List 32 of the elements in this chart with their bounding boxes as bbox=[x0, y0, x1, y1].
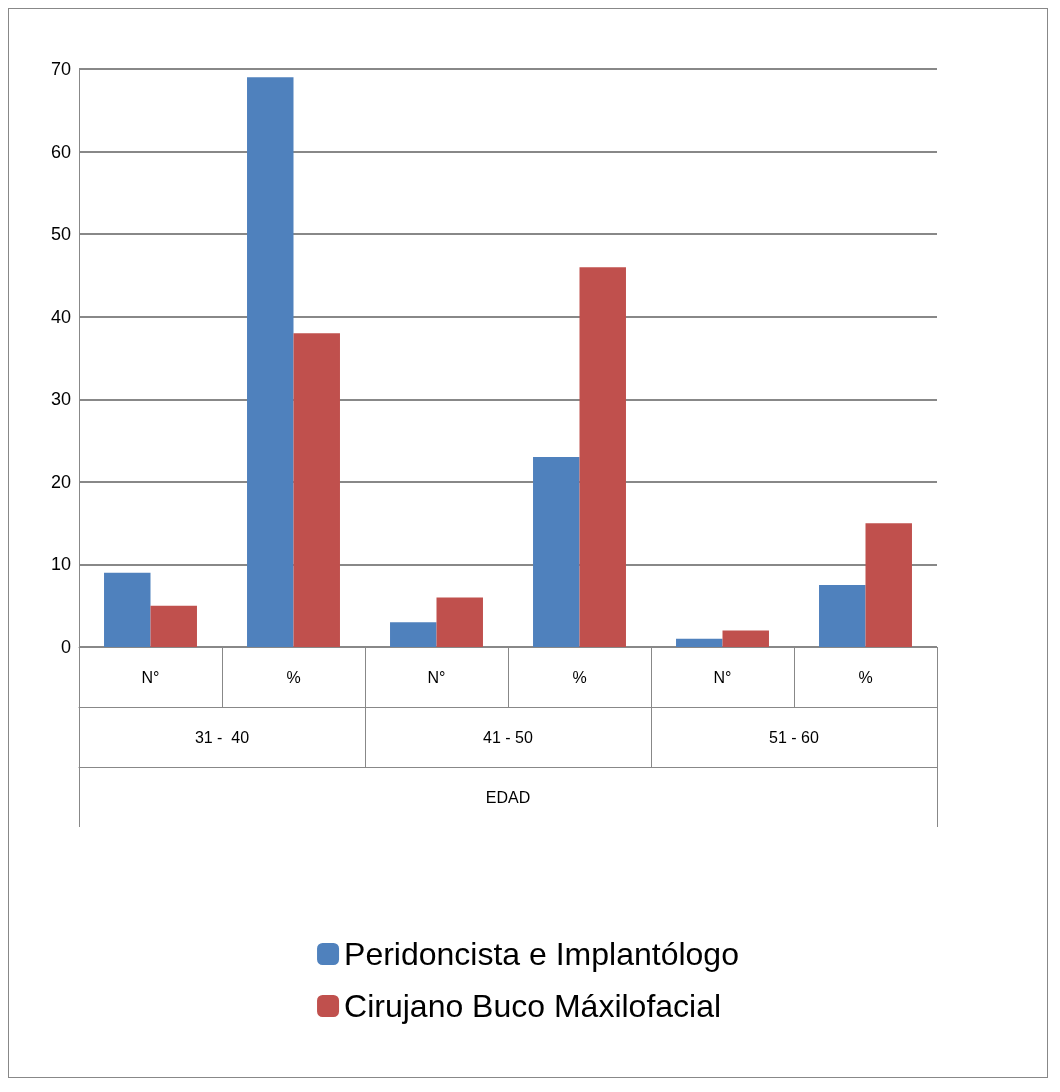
bar bbox=[676, 638, 723, 647]
y-tick-label: 60 bbox=[50, 141, 71, 162]
text: EDAD bbox=[485, 788, 531, 806]
bar bbox=[533, 457, 580, 647]
bar bbox=[104, 572, 151, 647]
y-tick-label: 20 bbox=[50, 471, 71, 492]
y-tick-label: 40 bbox=[50, 306, 71, 327]
bar bbox=[722, 630, 769, 647]
x-tick-label: N° bbox=[713, 668, 732, 686]
bar bbox=[247, 77, 294, 647]
bar bbox=[390, 622, 437, 647]
bar bbox=[293, 333, 340, 647]
bar bbox=[819, 585, 866, 647]
text: 41 - 50 bbox=[483, 728, 534, 746]
bar bbox=[579, 267, 626, 647]
y-tick-label: 0 bbox=[60, 637, 71, 657]
text: 51 - 60 bbox=[769, 728, 820, 746]
y-tick-label: 70 bbox=[50, 59, 71, 79]
x-tick-label: N° bbox=[141, 668, 160, 686]
x-tick-label: N° bbox=[427, 668, 446, 686]
y-tick-label: 10 bbox=[50, 554, 71, 575]
legend-label: Peridoncista e Implantólogo bbox=[344, 936, 739, 972]
text: 31 - 40 bbox=[194, 728, 250, 746]
bar bbox=[865, 523, 912, 647]
legend-label: Cirujano Buco Máxilofacial bbox=[344, 988, 722, 1024]
bar bbox=[436, 597, 483, 647]
x-tick-label: % bbox=[286, 668, 301, 686]
bar bbox=[150, 605, 197, 647]
x-tick-label: % bbox=[572, 668, 587, 686]
y-tick-label: 30 bbox=[50, 389, 71, 410]
x-tick-label: % bbox=[858, 668, 873, 686]
y-tick-label: 50 bbox=[50, 224, 71, 245]
